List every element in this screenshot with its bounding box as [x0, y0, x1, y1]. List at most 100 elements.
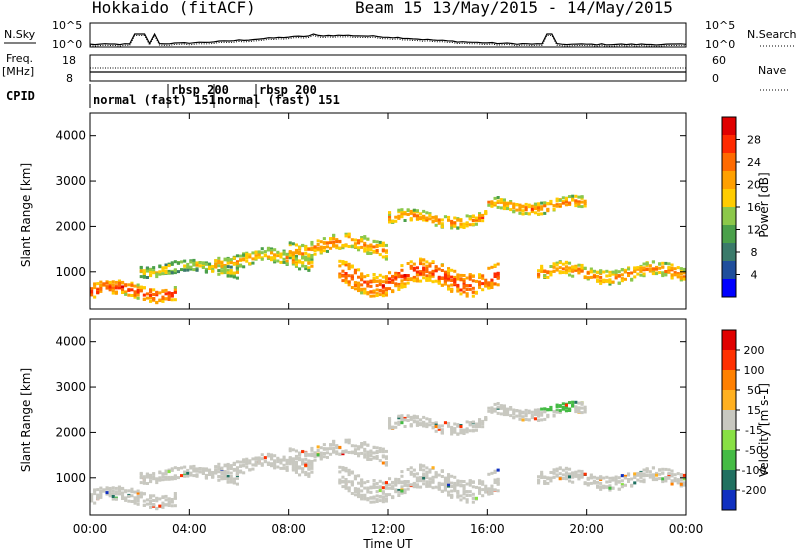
velocity-cell: [201, 467, 205, 471]
power-cell: [288, 253, 292, 257]
velocity-cell: [400, 470, 404, 474]
velocity-cell: [248, 459, 252, 463]
power-cell: [347, 274, 351, 278]
velocity-cell: [173, 494, 177, 498]
velocity-cell: [580, 401, 584, 405]
power-cell: [167, 271, 171, 275]
power-cell: [443, 215, 447, 219]
power-cell: [549, 202, 553, 206]
velocity-cell: [400, 418, 404, 422]
velocity-cell: [468, 479, 472, 483]
velocity-cell: [639, 472, 643, 476]
power-cell: [388, 213, 392, 216]
velocity-cell: [375, 451, 379, 455]
power-cell: [149, 290, 153, 294]
velocity-cell: [412, 468, 416, 472]
power-cell: [192, 263, 196, 267]
power-cell: [329, 237, 333, 241]
velocity-cell: [260, 453, 264, 457]
velocity-cell: [487, 492, 491, 496]
power-cell: [397, 214, 401, 218]
velocity-cell: [465, 427, 469, 431]
power-cell: [502, 201, 506, 205]
freq-label-2: [MHz]: [2, 65, 34, 78]
power-cell: [614, 273, 618, 277]
velocity-cell: [90, 496, 94, 500]
power-cell: [372, 276, 376, 280]
power-cell: [524, 208, 528, 212]
velocity-cell: [394, 479, 398, 483]
power-cell: [406, 274, 410, 278]
power-cell: [363, 243, 367, 247]
velocity-cell: [577, 406, 581, 410]
power-cell: [372, 245, 376, 249]
velocity-cell: [394, 482, 398, 486]
velocity-cell: [347, 441, 351, 445]
velocity-cell: [658, 472, 662, 476]
power-cell: [577, 202, 581, 206]
power-cell: [226, 265, 230, 269]
power-cell: [391, 219, 395, 223]
velocity-cell: [366, 458, 370, 461]
power-cell: [266, 246, 270, 250]
power-cell: [561, 201, 565, 205]
power-cell: [282, 260, 286, 264]
velocity-cell: [180, 474, 184, 478]
power-cell: [332, 234, 336, 237]
velocity-cell: [310, 460, 314, 463]
velocity-cell: [561, 407, 565, 411]
velocity-cell: [344, 466, 348, 470]
velocity-cell: [397, 478, 401, 481]
power-cell: [639, 273, 643, 277]
velocity-cell: [506, 410, 510, 414]
power-cell: [583, 202, 587, 205]
velocity-cell: [456, 424, 460, 428]
power-cell: [605, 269, 609, 273]
power-cell: [400, 210, 404, 214]
velocity-cell: [270, 462, 274, 466]
power-cell: [589, 269, 593, 273]
power-cell: [279, 260, 283, 264]
power-cell: [397, 272, 401, 275]
power-cell: [384, 243, 388, 247]
power-cell: [493, 282, 497, 286]
power-cell: [443, 270, 447, 274]
power-cell: [353, 268, 357, 272]
power-cell: [372, 278, 376, 282]
power-cell: [608, 282, 612, 286]
velocity-cell: [521, 410, 525, 414]
velocity-cell: [589, 475, 593, 479]
colorbar-segment: [722, 410, 736, 430]
velocity-cell: [419, 463, 423, 467]
power-cell: [294, 251, 298, 255]
power-cell: [173, 260, 177, 264]
velocity-cell: [381, 461, 385, 465]
velocity-cell: [555, 469, 559, 473]
xtick-label: 16:00: [470, 522, 505, 536]
velocity-cell: [394, 490, 398, 494]
power-cell: [366, 280, 370, 284]
power-cell: [161, 298, 165, 302]
velocity-cell: [357, 474, 361, 478]
power-cell: [149, 293, 153, 297]
power-cell: [419, 259, 423, 263]
power-cell: [127, 283, 131, 287]
velocity-cell: [226, 477, 230, 481]
velocity-cell: [304, 473, 308, 477]
power-cell: [322, 241, 326, 245]
power-cell: [409, 211, 413, 215]
power-cell: [363, 291, 367, 295]
power-cell: [605, 274, 609, 278]
power-cell: [664, 273, 668, 277]
velocity-cell: [515, 414, 519, 418]
xtick-label: 04:00: [172, 522, 207, 536]
velocity-cell: [96, 497, 100, 501]
velocity-cell: [608, 484, 612, 488]
power-cell: [96, 291, 100, 295]
velocity-cell: [443, 476, 447, 480]
power-cell: [152, 288, 156, 292]
power-cell: [273, 258, 277, 262]
power-cell: [170, 261, 174, 265]
power-cell: [263, 250, 267, 254]
power-cell: [431, 272, 435, 276]
